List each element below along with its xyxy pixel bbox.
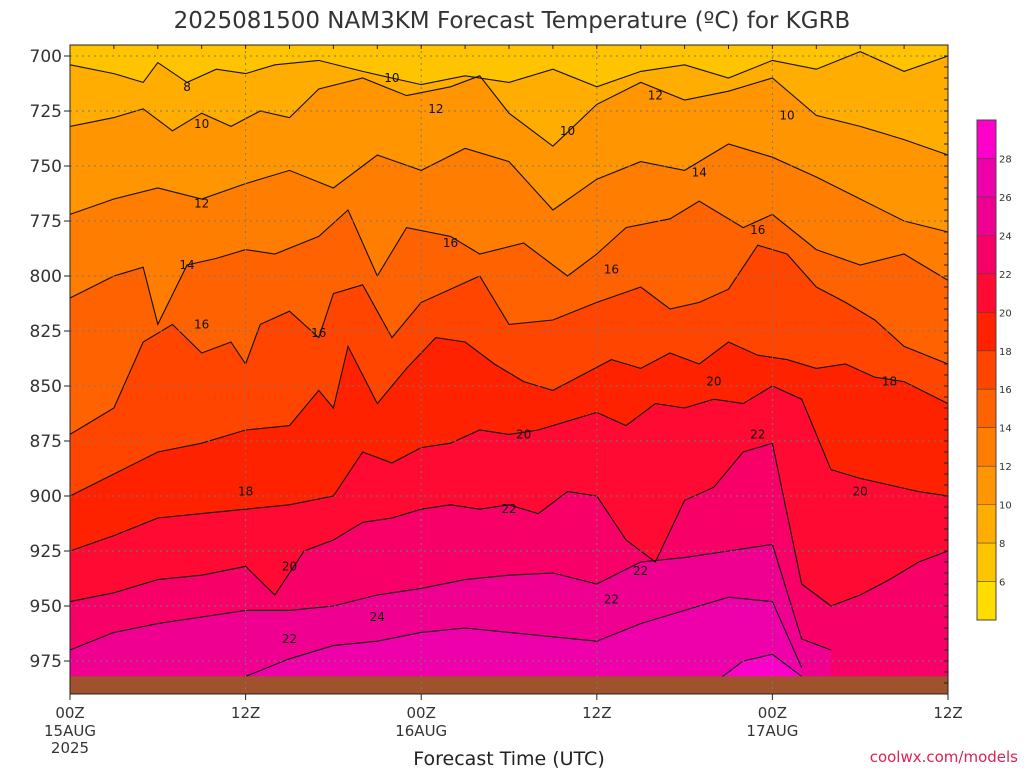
colorbar-segment [977,581,996,620]
plot-area: 8 10 10 10 10 12 12 12 14 14 16 16 16 16 16 18 18 20 20 20 2… [69,44,949,695]
contour-label: 22 [750,427,765,441]
colorbar-frame [976,119,997,621]
colorbar-segment [977,389,996,428]
contour-label: 16 [311,326,326,340]
colorbar-segment [977,273,996,313]
contour-label: 18 [238,485,253,499]
y-tick-label: 725 [30,102,62,122]
contour-label: 20 [853,485,868,499]
contour-line [69,200,949,326]
x-date-label: 15AUG [44,722,96,740]
y-axis: 700 725 750 775 800 825 850 875 900 925 950 975 [30,47,948,695]
y-tick-label: 925 [30,542,62,562]
x-date-label: 17AUG [746,722,798,740]
colorbar-segment [977,120,996,159]
contour-line [69,244,949,435]
contour-label: 14 [179,258,194,272]
colorbar-label: 16 [999,385,1012,396]
contour-label: 8 [183,80,191,94]
contour-line [69,75,949,156]
contour-line [69,543,832,651]
chart-title: 2025081500 NAM3KM Forecast Temperature (… [174,8,851,34]
colorbar: 6 8 10 12 14 16 18 20 22 24 26 28 [976,119,1012,621]
colorbar-segment [977,235,996,274]
x-date-label: 2025 [51,739,89,757]
colorbar-label: 12 [999,462,1012,473]
x-date-label: 16AUG [395,722,447,740]
contour-line [69,337,949,497]
colorbar-segment [977,350,996,390]
contour-label: 16 [194,317,209,331]
colorbar-segment [977,427,996,467]
colorbar-label: 6 [999,578,1005,589]
y-tick-label: 950 [30,597,62,617]
contour-label: 24 [370,610,385,624]
contour-label: 20 [282,559,297,573]
contour-line [69,442,949,607]
colorbar-label: 8 [999,539,1005,550]
contour-label: 10 [560,124,575,138]
contour-label: 16 [604,262,619,276]
contour-label: 22 [633,564,648,578]
x-axis-title: Forecast Time (UTC) [413,748,604,768]
colorbar-segment [977,543,996,582]
contour-label: 10 [384,71,399,85]
x-tick-label: 12Z [231,704,260,722]
colorbar-label: 18 [999,347,1012,358]
colorbar-label: 10 [999,501,1012,512]
contour-label: 14 [692,166,707,180]
ground-surface [70,676,948,694]
y-tick-label: 875 [30,432,62,452]
contour-label: 20 [516,427,531,441]
y-tick-label: 975 [30,652,62,672]
contour-label: 10 [194,117,209,131]
contour-line [69,51,949,88]
y-tick-label: 825 [30,322,62,342]
colorbar-label: 14 [999,424,1012,435]
contour-label: 20 [706,375,721,389]
y-tick-label: 750 [30,157,62,177]
x-tick-label: 12Z [582,704,611,722]
contour-label: 22 [604,592,619,606]
band-fill [201,597,802,694]
colorbar-label: 28 [999,154,1012,165]
colorbar-label: 20 [999,308,1012,319]
colorbar-label: 26 [999,193,1012,204]
colorbar-segment [977,196,996,236]
y-tick-label: 800 [30,267,62,287]
colorbar-segment [977,504,996,544]
colorbar-segment [977,312,996,351]
colorbar-segment [977,158,996,197]
colorbar-segment [977,466,996,505]
contour-label: 18 [882,375,897,389]
contour-line [713,653,802,684]
colorbar-label: 22 [999,270,1012,281]
contour-label: 16 [750,223,765,237]
contour-label: 16 [443,236,458,250]
credit-link[interactable]: coolwx.com/models [870,748,1018,766]
y-tick-label: 900 [30,487,62,507]
x-tick-label: 12Z [933,704,962,722]
contour-label: 12 [428,102,443,116]
contour-label: 12 [648,89,663,103]
contour-label: 22 [282,632,297,646]
x-tick-label: 00Z [55,704,84,722]
y-tick-label: 775 [30,212,62,232]
x-tick-label: 00Z [758,704,787,722]
contour-line [69,143,949,233]
x-tick-label: 00Z [407,704,436,722]
colorbar-label: 24 [999,231,1012,242]
contour-label: 12 [194,196,209,210]
contour-label: 10 [779,108,794,122]
y-tick-label: 850 [30,377,62,397]
contour-label: 22 [501,502,516,516]
y-tick-label: 700 [30,47,62,67]
contour-line [69,385,949,552]
contour-line [201,596,803,695]
